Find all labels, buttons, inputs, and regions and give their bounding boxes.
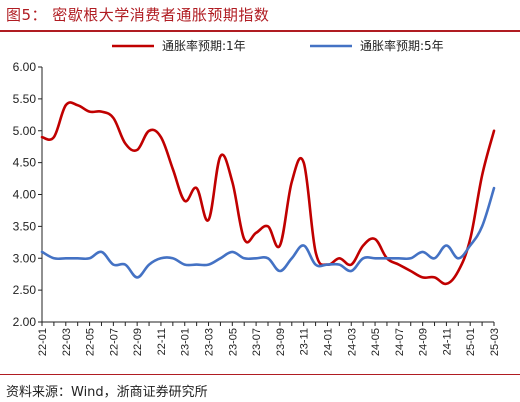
x-tick-label: 23-09: [275, 328, 287, 356]
x-tick-label: 24-07: [394, 328, 406, 356]
x-tick-label: 22-09: [132, 328, 144, 356]
x-tick-label: 24-05: [370, 328, 382, 356]
footer-divider: [0, 374, 520, 375]
source-note: 资料来源：Wind，浙商证券研究所: [6, 385, 208, 400]
y-tick-label: 5.00: [13, 124, 37, 138]
x-tick-label: 23-07: [251, 328, 263, 356]
y-tick-label: 3.50: [13, 219, 37, 233]
y-tick-label: 6.00: [13, 60, 37, 74]
chart-legend: 通胀率预期:1年 通胀率预期:5年: [112, 38, 444, 53]
x-tick-label: 22-03: [61, 328, 73, 356]
legend-label-2: 通胀率预期:5年: [360, 38, 444, 53]
y-tick-label: 5.50: [13, 92, 37, 106]
x-tick-label: 23-11: [299, 328, 311, 355]
series-lines: [40, 101, 496, 286]
x-tick-label: 23-05: [227, 328, 239, 356]
x-tick-label: 23-03: [204, 328, 216, 356]
x-tick-label: 24-09: [418, 328, 430, 356]
y-tick-label: 2.00: [13, 315, 37, 329]
line-chart: 2.00 2.50 3.00 3.50 4.00 4.50 5.00 5.50 6.00 22-…: [13, 38, 501, 356]
title-divider: [0, 30, 520, 32]
x-tick-label: 24-01: [322, 328, 334, 356]
x-tick-label: 22-07: [108, 328, 120, 356]
x-axis-ticks: 22-01 22-03 22-05 22-07 22-09 22-11 23-01 23-03…: [37, 322, 501, 356]
chart-axes: [41, 67, 494, 323]
x-tick-label: 25-01: [465, 328, 477, 356]
y-axis-ticks: 2.00 2.50 3.00 3.50 4.00 4.50 5.00 5.50 6.00: [13, 60, 42, 329]
x-tick-label: 23-01: [180, 328, 192, 356]
x-tick-label: 22-01: [37, 328, 49, 356]
x-tick-label: 24-03: [346, 328, 358, 356]
x-tick-label: 22-11: [156, 328, 168, 355]
figure-title: 图5： 密歇根大学消费者通胀预期指数: [6, 6, 270, 24]
x-tick-label: 25-03: [489, 328, 501, 356]
y-tick-label: 4.00: [13, 188, 37, 202]
legend-label-1: 通胀率预期:1年: [162, 38, 246, 53]
x-tick-label: 24-11: [441, 328, 453, 355]
series-line-1: [40, 101, 496, 286]
x-tick-label: 22-05: [85, 328, 97, 356]
y-tick-label: 4.50: [13, 156, 37, 170]
y-tick-label: 2.50: [13, 283, 37, 297]
y-tick-label: 3.00: [13, 251, 37, 265]
series-line-2: [40, 186, 496, 279]
